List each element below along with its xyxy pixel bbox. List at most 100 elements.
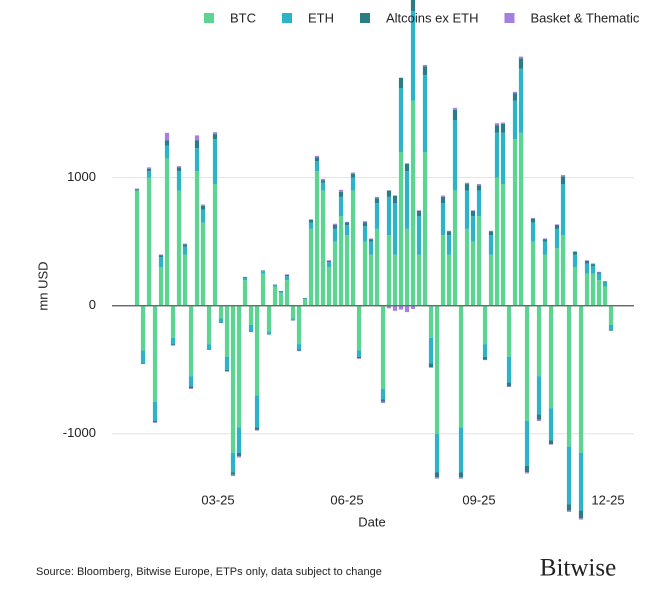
bar bbox=[230, 474, 236, 477]
bar bbox=[164, 158, 170, 306]
legend-swatch bbox=[204, 13, 214, 23]
bar bbox=[386, 305, 392, 309]
bar bbox=[314, 160, 320, 172]
bar bbox=[374, 203, 380, 229]
bar bbox=[398, 77, 404, 88]
bar bbox=[242, 276, 248, 278]
bar bbox=[536, 376, 542, 415]
bar bbox=[410, 11, 416, 101]
bar bbox=[476, 216, 482, 306]
bar bbox=[404, 163, 410, 172]
bar bbox=[200, 204, 206, 206]
bar bbox=[164, 140, 170, 146]
bar bbox=[464, 182, 470, 185]
bar bbox=[542, 241, 548, 255]
bar bbox=[182, 254, 188, 306]
bar bbox=[188, 376, 194, 387]
bar bbox=[410, 0, 416, 12]
bar bbox=[512, 139, 518, 306]
bar bbox=[446, 235, 452, 255]
bar bbox=[458, 305, 464, 428]
bar bbox=[254, 429, 260, 431]
bar bbox=[452, 190, 458, 306]
bar bbox=[578, 452, 584, 511]
bar bbox=[134, 190, 140, 306]
bar bbox=[230, 472, 236, 475]
bar bbox=[464, 190, 470, 229]
bar bbox=[368, 254, 374, 306]
bar bbox=[224, 369, 230, 372]
bar bbox=[314, 171, 320, 306]
bar bbox=[374, 196, 380, 199]
bar bbox=[386, 196, 392, 236]
legend-swatch bbox=[504, 13, 515, 23]
bar bbox=[272, 284, 278, 286]
bar bbox=[572, 251, 578, 255]
bar bbox=[470, 210, 476, 217]
bar bbox=[392, 254, 398, 306]
bar bbox=[410, 100, 416, 306]
bar bbox=[248, 331, 254, 332]
bar bbox=[416, 254, 422, 306]
bar bbox=[542, 239, 548, 242]
bar bbox=[482, 356, 488, 360]
bar bbox=[182, 244, 188, 247]
bar bbox=[560, 235, 566, 306]
bar bbox=[320, 190, 326, 306]
bar bbox=[476, 190, 482, 217]
bar bbox=[392, 195, 398, 204]
bar bbox=[194, 148, 200, 172]
bar bbox=[464, 228, 470, 306]
bar bbox=[446, 254, 452, 306]
bar bbox=[572, 254, 578, 268]
source-note: Source: Bloomberg, Bitwise Europe, ETPs … bbox=[36, 566, 382, 578]
bar bbox=[470, 210, 476, 211]
bar bbox=[266, 331, 272, 334]
bar bbox=[158, 255, 164, 258]
bar bbox=[446, 230, 452, 232]
bar bbox=[536, 419, 542, 421]
bar bbox=[518, 132, 524, 306]
x-tick-label: 06-25 bbox=[330, 492, 363, 507]
bar bbox=[326, 260, 332, 261]
bar bbox=[452, 109, 458, 121]
bar bbox=[218, 322, 224, 323]
bar bbox=[194, 140, 200, 149]
bar bbox=[350, 177, 356, 191]
y-axis-label: mn USD bbox=[35, 261, 50, 310]
bar bbox=[458, 477, 464, 479]
bar bbox=[524, 472, 530, 474]
bar bbox=[218, 305, 224, 319]
bar bbox=[560, 175, 566, 177]
bar bbox=[380, 399, 386, 402]
bar bbox=[458, 427, 464, 473]
bar bbox=[554, 224, 560, 226]
bar bbox=[476, 185, 482, 191]
bar bbox=[266, 333, 272, 335]
bar bbox=[530, 241, 536, 306]
bar bbox=[134, 188, 140, 190]
bar bbox=[296, 344, 302, 350]
bar bbox=[404, 228, 410, 306]
bar bbox=[176, 166, 182, 168]
bar bbox=[206, 305, 212, 345]
legend-label: Basket & Thematic bbox=[530, 10, 639, 25]
bar bbox=[608, 330, 614, 331]
bar bbox=[434, 305, 440, 434]
bar bbox=[536, 414, 542, 420]
bar bbox=[368, 239, 374, 242]
bar bbox=[314, 157, 320, 161]
bar bbox=[158, 254, 164, 256]
bar bbox=[320, 178, 326, 181]
bar bbox=[200, 209, 206, 223]
bar bbox=[578, 510, 584, 519]
bar bbox=[308, 222, 314, 229]
bar bbox=[500, 132, 506, 185]
bar bbox=[398, 152, 404, 306]
bar bbox=[530, 222, 536, 242]
bar bbox=[236, 452, 242, 457]
bar bbox=[524, 465, 530, 473]
bar bbox=[428, 367, 434, 368]
x-tick-label: 09-25 bbox=[462, 492, 495, 507]
